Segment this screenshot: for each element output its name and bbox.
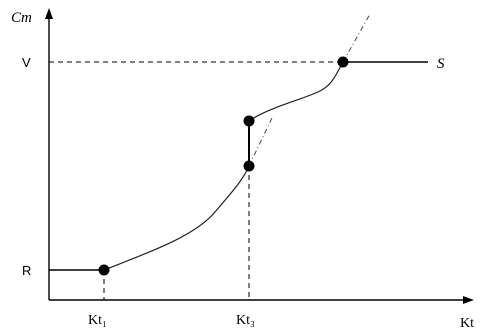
x-axis-label: Kt bbox=[460, 316, 474, 331]
x-axis-arrow bbox=[463, 296, 474, 304]
lower-cost-curve bbox=[103, 165, 250, 271]
upper-curve-extension bbox=[342, 13, 371, 63]
v-level-label: V bbox=[22, 55, 31, 70]
lower-curve-extension bbox=[248, 117, 273, 167]
upper-cost-curve bbox=[248, 61, 344, 122]
point-v-level bbox=[337, 56, 349, 68]
y-axis-label: Cm bbox=[11, 10, 32, 26]
r-level-label: R bbox=[22, 263, 31, 278]
y-axis-arrow bbox=[45, 8, 53, 19]
point-r-k1 bbox=[98, 264, 110, 276]
tick-label-k1: Kt₁ bbox=[88, 313, 107, 328]
point-k2-upper bbox=[243, 115, 255, 127]
point-k2-lower bbox=[243, 160, 255, 172]
tick-label-k2: Kt₃ bbox=[236, 313, 255, 328]
s-level-label: S bbox=[437, 56, 445, 72]
